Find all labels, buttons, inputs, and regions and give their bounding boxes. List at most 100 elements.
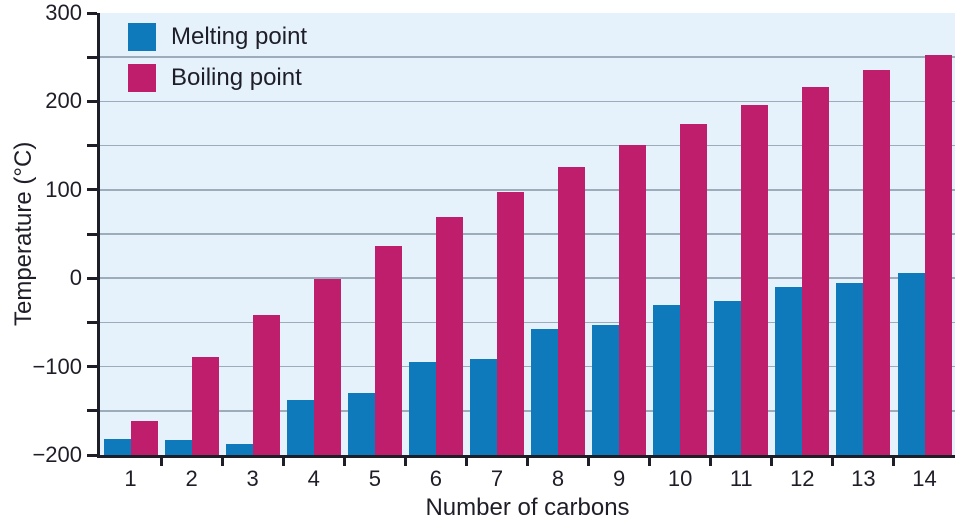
x-tick-boundary-6 <box>464 458 468 466</box>
boiling-point-bar-8 <box>558 166 586 455</box>
x-tick-label-14: 14 <box>912 466 937 491</box>
boiling-point-swatch-icon <box>128 64 156 92</box>
x-tick-boundary-2 <box>220 458 224 466</box>
y-tick--200 <box>87 453 97 457</box>
bar-group-5 <box>344 13 405 455</box>
bar-group-11 <box>711 13 772 455</box>
bar-group-13 <box>833 13 894 455</box>
x-axis-line <box>97 455 955 458</box>
boiling-point-bar-9 <box>619 144 647 455</box>
y-tick-label-200: 200 <box>45 88 82 114</box>
melting-point-bar-5 <box>347 393 375 455</box>
bar-group-12 <box>772 13 833 455</box>
x-tick-boundary-5 <box>403 458 407 466</box>
boiling-point-bar-10 <box>680 124 708 455</box>
y-axis-line <box>97 13 100 458</box>
x-tick-boundary-1 <box>159 458 163 466</box>
melting-point-bar-12 <box>775 287 803 455</box>
melting-point-bar-13 <box>836 282 864 455</box>
bar-group-2 <box>161 13 222 455</box>
melting-point-bar-9 <box>592 325 620 455</box>
x-tick-boundary-3 <box>281 458 285 466</box>
x-tick-boundary-11 <box>770 458 774 466</box>
gridline-250 <box>100 56 955 58</box>
melting-point-swatch-icon <box>128 23 156 51</box>
y-tick-250 <box>87 55 97 59</box>
boiling-point-bar-4 <box>313 279 341 455</box>
bar-group-8 <box>528 13 589 455</box>
y-axis-title: Temperature (°C) <box>10 141 37 326</box>
y-tick--100 <box>87 365 97 369</box>
x-tick-boundary-8 <box>587 458 591 466</box>
legend-entry-melting-point: Melting point <box>128 23 307 51</box>
gridline-100 <box>100 189 955 191</box>
melting-point-bar-3 <box>225 444 253 455</box>
x-tick-label-3: 3 <box>246 466 259 491</box>
x-tick-label-6: 6 <box>429 466 443 491</box>
y-tick-100 <box>87 188 97 192</box>
boiling-point-bar-2 <box>191 356 219 455</box>
x-tick-label-7: 7 <box>490 466 504 491</box>
bar-group-9 <box>589 13 650 455</box>
bar-group-3 <box>222 13 283 455</box>
x-tick-label-8: 8 <box>551 466 565 491</box>
melting-point-bar-8 <box>531 328 559 455</box>
x-tick-boundary-7 <box>526 458 529 466</box>
x-tick-label-13: 13 <box>851 466 876 491</box>
x-tick-label-1: 1 <box>124 466 137 491</box>
gridline--150 <box>100 410 955 412</box>
boiling-point-bar-11 <box>741 104 769 455</box>
melting-point-bar-10 <box>653 304 681 455</box>
legend-label-melting-point: Melting point <box>171 23 308 50</box>
y-tick-50 <box>87 232 97 236</box>
boiling-point-bar-12 <box>802 87 830 455</box>
bar-group-6 <box>405 13 466 455</box>
bar-group-7 <box>466 13 527 455</box>
y-tick-300 <box>87 11 97 15</box>
y-tick--50 <box>87 320 97 324</box>
melting-point-bar-1 <box>103 439 131 455</box>
y-tick-label-300: 300 <box>45 0 82 25</box>
gridline-150 <box>100 144 955 147</box>
bar-group-10 <box>650 13 711 455</box>
legend-entry-boiling-point: Boiling point <box>128 64 307 92</box>
y-tick-label--100: −100 <box>32 353 82 379</box>
melting-point-bar-6 <box>408 362 436 455</box>
legend: Melting point Boiling point <box>128 23 307 92</box>
gridline--100 <box>100 365 955 368</box>
x-tick-label-10: 10 <box>667 466 693 491</box>
y-tick-0 <box>87 276 97 280</box>
melting-point-bar-4 <box>286 400 314 455</box>
boiling-point-bar-13 <box>863 70 891 455</box>
y-tick-label-0: 0 <box>69 265 82 291</box>
melting-point-bar-14 <box>897 272 925 455</box>
y-tick--150 <box>87 409 97 413</box>
x-tick-label-5: 5 <box>368 466 381 491</box>
x-tick-boundary-12 <box>831 458 835 466</box>
melting-point-bar-2 <box>164 439 192 455</box>
boiling-point-bar-14 <box>924 54 952 455</box>
y-tick-label-100: 100 <box>45 176 82 202</box>
bar-group-4 <box>283 13 344 455</box>
x-tick-boundary-10 <box>709 458 713 466</box>
y-tick-200 <box>87 99 97 103</box>
boiling-point-bar-6 <box>435 217 463 455</box>
x-tick-boundary-13 <box>892 458 896 466</box>
y-tick-label--200: −200 <box>32 442 82 467</box>
bar-groups-layer <box>100 13 955 455</box>
x-tick-boundary-9 <box>648 458 652 466</box>
x-tick-label-12: 12 <box>790 466 815 491</box>
legend-label-boiling-point: Boiling point <box>171 64 302 91</box>
bar-group-14 <box>894 13 955 455</box>
y-tick-150 <box>87 144 97 148</box>
boiling-point-bar-7 <box>497 191 524 455</box>
plot-area: Melting point Boiling point <box>100 13 955 455</box>
gridline--50 <box>100 321 955 324</box>
gridline-0 <box>100 277 955 279</box>
gridline-200 <box>100 100 955 103</box>
x-tick-label-11: 11 <box>729 466 753 491</box>
boiling-point-bar-3 <box>252 315 280 455</box>
melting-point-bar-7 <box>470 358 497 455</box>
x-axis-title: Number of carbons <box>425 494 630 521</box>
